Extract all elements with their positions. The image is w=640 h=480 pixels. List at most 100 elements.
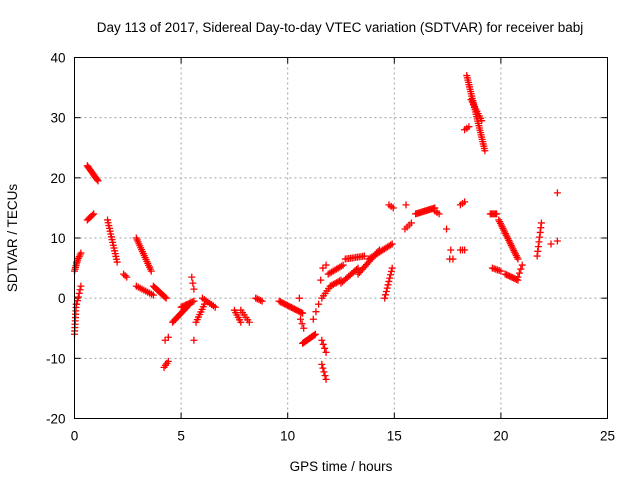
data-point — [547, 240, 555, 248]
data-point — [337, 262, 345, 270]
data-point — [299, 309, 307, 317]
data-point — [321, 344, 329, 352]
data-point — [310, 331, 318, 339]
data-point — [493, 210, 501, 218]
data-point — [382, 291, 390, 299]
data-point — [255, 296, 263, 304]
data-point — [461, 198, 469, 206]
tick-labels: 0 5 10 15 20 25 -20 -10 0 10 20 30 40 — [46, 51, 615, 444]
data-point — [253, 295, 261, 303]
x-tick-label: 10 — [280, 429, 295, 444]
data-point — [447, 246, 455, 254]
data-point — [149, 291, 157, 299]
data-point — [90, 210, 98, 218]
data-point — [387, 271, 395, 279]
data-point — [73, 297, 81, 305]
plot-frame — [74, 57, 608, 419]
data-point — [465, 123, 473, 131]
y-tick-label: 10 — [50, 231, 65, 246]
x-axis-label: GPS time / hours — [290, 459, 393, 474]
y-tick-label: -10 — [46, 351, 66, 366]
data-point — [537, 219, 545, 227]
data-point — [320, 368, 328, 376]
x-tick-label: 20 — [493, 429, 508, 444]
data-point — [257, 296, 265, 304]
data-point — [384, 281, 392, 289]
data-point — [190, 297, 198, 305]
x-tick-label: 25 — [600, 429, 615, 444]
data-point — [295, 294, 303, 302]
data-point — [298, 320, 306, 328]
data-point — [318, 360, 326, 368]
y-tick-label: 30 — [50, 111, 65, 126]
data-point — [296, 315, 304, 323]
data-points — [71, 72, 561, 383]
y-tick-label: 20 — [50, 171, 65, 186]
data-point — [123, 273, 131, 281]
x-tick-label: 5 — [177, 429, 185, 444]
data-point — [297, 309, 305, 316]
data-point — [322, 261, 330, 269]
data-point — [407, 219, 415, 227]
y-tick-label: 0 — [58, 291, 66, 306]
data-point — [322, 375, 330, 383]
data-point — [188, 273, 196, 281]
data-point — [120, 270, 128, 278]
x-tick-label: 0 — [71, 429, 79, 444]
data-point — [518, 261, 526, 269]
data-point — [319, 264, 327, 272]
data-point — [190, 336, 198, 344]
data-point — [517, 265, 525, 273]
data-point — [322, 348, 330, 356]
data-point — [478, 117, 486, 125]
data-point — [75, 289, 83, 297]
data-point — [461, 246, 469, 254]
data-point — [387, 241, 395, 249]
data-point — [190, 285, 198, 293]
data-point — [245, 318, 253, 326]
data-point — [312, 308, 320, 316]
data-point — [360, 252, 368, 260]
y-axis-label: SDTVAR / TECUs — [5, 184, 20, 293]
data-point — [497, 267, 505, 275]
data-point — [553, 237, 561, 245]
data-point — [389, 204, 397, 212]
x-tick-label: 15 — [387, 429, 402, 444]
data-point — [514, 255, 522, 263]
data-point — [77, 249, 85, 257]
data-point — [252, 294, 260, 302]
data-point — [386, 274, 394, 282]
data-point — [387, 267, 395, 275]
data-point — [319, 364, 327, 372]
data-point — [515, 269, 523, 277]
data-point — [319, 340, 327, 348]
data-point — [385, 277, 393, 285]
chart-title: Day 113 of 2017, Sidereal Day-to-day VTE… — [97, 20, 583, 35]
data-point — [94, 177, 102, 185]
data-point — [481, 147, 489, 155]
data-point — [402, 201, 410, 209]
data-point — [188, 298, 196, 306]
data-point — [315, 300, 323, 308]
data-point — [514, 273, 522, 281]
data-point — [237, 318, 245, 326]
data-point — [381, 294, 389, 302]
data-point — [77, 282, 85, 290]
data-point — [88, 211, 96, 219]
data-point — [189, 279, 197, 287]
data-point — [449, 255, 457, 263]
data-point — [317, 276, 325, 284]
data-point — [147, 267, 155, 275]
data-point — [74, 293, 82, 301]
data-point — [164, 357, 172, 365]
y-tick-label: 40 — [50, 51, 65, 66]
data-point — [300, 324, 308, 332]
data-point — [388, 240, 396, 248]
data-point — [161, 336, 169, 344]
data-point — [553, 189, 561, 197]
y-tick-label: -20 — [46, 412, 66, 427]
data-point — [162, 294, 170, 302]
data-point — [113, 258, 121, 266]
